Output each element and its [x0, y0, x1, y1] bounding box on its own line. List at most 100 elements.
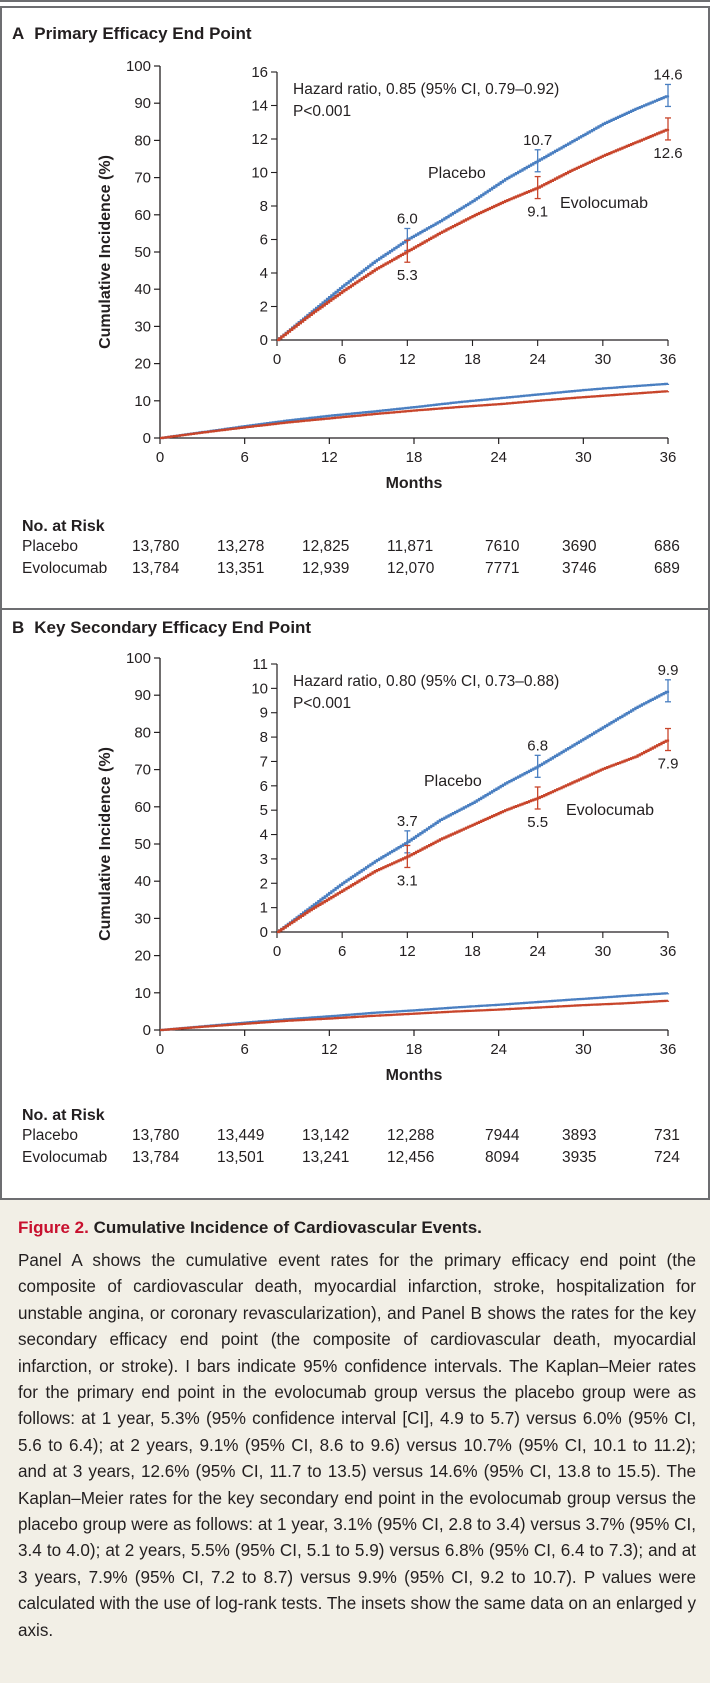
data-label-placebo: 6.0 [397, 211, 418, 228]
data-label-evolocumab: 5.5 [527, 814, 548, 831]
panel-b-letter: B [12, 618, 25, 637]
inset-y-tick-label: 0 [260, 332, 268, 349]
inset-y-tick-label: 6 [260, 778, 268, 795]
inset-x-tick-label: 30 [594, 351, 611, 368]
inset-series-evolocumab [277, 128, 670, 342]
y-tick-label: 80 [134, 132, 151, 149]
inset-x-tick-label: 36 [660, 943, 677, 960]
risk-cell: 13,784 [132, 1149, 180, 1166]
inset-y-tick-label: 7 [260, 753, 268, 770]
risk-cell: 12,456 [387, 1149, 435, 1166]
y-tick-label: 10 [134, 985, 151, 1002]
y-tick-label: 50 [134, 244, 151, 261]
data-label-evolocumab: 9.1 [527, 204, 548, 221]
risk-cell: 7944 [485, 1127, 520, 1144]
figure-frame [0, 8, 710, 1198]
inset-y-tick-label: 10 [251, 680, 268, 697]
risk-header: No. at Risk [22, 518, 105, 535]
panel-divider [0, 608, 710, 610]
y-tick-label: 20 [134, 948, 151, 965]
main-series-evolocumab [160, 999, 670, 1032]
inset-y-tick-label: 12 [251, 131, 268, 148]
panel-a-risk-table: No. at Risk Placebo 13,780 13,278 12,825… [22, 518, 692, 582]
panel-a-letter: A [12, 24, 25, 43]
x-tick-label: 36 [660, 449, 677, 466]
inset-y-tick-label: 1 [260, 900, 268, 917]
inset-y-tick-label: 8 [260, 729, 268, 746]
y-tick-label: 100 [126, 58, 151, 75]
x-axis-title: Months [386, 1067, 443, 1084]
inset-x-tick-label: 12 [399, 351, 416, 368]
series-name-placebo: Placebo [428, 165, 486, 182]
inset-y-tick-label: 8 [260, 198, 268, 215]
inset-y-tick-label: 16 [251, 64, 268, 81]
inset-x-tick-label: 6 [338, 351, 346, 368]
risk-cell: 13,278 [217, 538, 265, 555]
inset-y-tick-label: 2 [260, 875, 268, 892]
y-tick-label: 20 [134, 356, 151, 373]
panel-a-title-text: Primary Efficacy End Point [34, 24, 252, 43]
x-tick-label: 6 [240, 1041, 248, 1058]
data-label-evolocumab: 12.6 [653, 145, 682, 162]
series-name-evolocumab: Evolocumab [566, 802, 654, 819]
inset-x-tick-label: 0 [273, 351, 281, 368]
risk-header: No. at Risk [22, 1107, 105, 1124]
figure-caption: Figure 2. Cumulative Incidence of Cardio… [0, 1198, 710, 1683]
inset-x-tick-label: 6 [338, 943, 346, 960]
inset-y-tick-label: 3 [260, 851, 268, 868]
y-tick-label: 90 [134, 95, 151, 112]
main-series-evolocumab [160, 390, 670, 440]
risk-row-placebo: Placebo 13,780 13,278 12,825 11,871 7610… [22, 538, 692, 560]
risk-cell: 3935 [562, 1149, 597, 1166]
risk-cell: 12,070 [387, 560, 435, 577]
risk-cell: 3746 [562, 560, 597, 577]
inset-x-tick-label: 18 [464, 351, 481, 368]
y-tick-label: 30 [134, 910, 151, 927]
inset-x-tick-label: 12 [399, 943, 416, 960]
inset-x-tick-label: 24 [529, 351, 546, 368]
risk-cell: 7771 [485, 560, 520, 577]
x-tick-label: 6 [240, 449, 248, 466]
x-axis-title: Months [386, 475, 443, 492]
risk-cell: 13,142 [302, 1127, 350, 1144]
p-value: P<0.001 [293, 695, 351, 712]
inset-x-tick-label: 0 [273, 943, 281, 960]
p-value: P<0.001 [293, 103, 351, 120]
inset-x-tick-label: 30 [594, 943, 611, 960]
data-label-evolocumab: 3.1 [397, 872, 418, 889]
figure-label: Figure 2. [18, 1218, 89, 1237]
y-tick-label: 60 [134, 207, 151, 224]
data-label-placebo: 6.8 [527, 737, 548, 754]
inset-x-tick-label: 24 [529, 943, 546, 960]
data-label-placebo: 9.9 [658, 662, 679, 679]
y-tick-label: 40 [134, 873, 151, 890]
risk-cell: 686 [654, 538, 680, 555]
inset-y-tick-label: 5 [260, 802, 268, 819]
risk-label: Evolocumab [22, 1149, 108, 1166]
risk-cell: 689 [654, 560, 680, 577]
y-tick-label: 30 [134, 318, 151, 335]
data-label-placebo: 10.7 [523, 132, 552, 149]
y-tick-label: 80 [134, 724, 151, 741]
risk-cell: 12,288 [387, 1127, 435, 1144]
data-label-placebo: 3.7 [397, 813, 418, 830]
y-tick-label: 10 [134, 393, 151, 410]
hazard-ratio: Hazard ratio, 0.85 (95% CI, 0.79–0.92) [293, 81, 559, 98]
x-tick-label: 24 [490, 1041, 507, 1058]
inset-y-tick-label: 2 [260, 299, 268, 316]
x-tick-label: 30 [575, 449, 592, 466]
y-tick-label: 90 [134, 687, 151, 704]
y-axis-title: Cumulative Incidence (%) [97, 747, 114, 941]
y-tick-label: 0 [143, 1022, 151, 1039]
risk-cell: 7610 [485, 538, 520, 555]
y-tick-label: 40 [134, 281, 151, 298]
data-label-evolocumab: 5.3 [397, 267, 418, 284]
hazard-ratio: Hazard ratio, 0.80 (95% CI, 0.73–0.88) [293, 673, 559, 690]
y-tick-label: 0 [143, 430, 151, 447]
x-tick-label: 12 [321, 1041, 338, 1058]
caption-title: Figure 2. Cumulative Incidence of Cardio… [18, 1218, 482, 1238]
risk-cell: 724 [654, 1149, 680, 1166]
x-tick-label: 0 [156, 1041, 164, 1058]
x-tick-label: 36 [660, 1041, 677, 1058]
risk-cell: 12,939 [302, 560, 350, 577]
